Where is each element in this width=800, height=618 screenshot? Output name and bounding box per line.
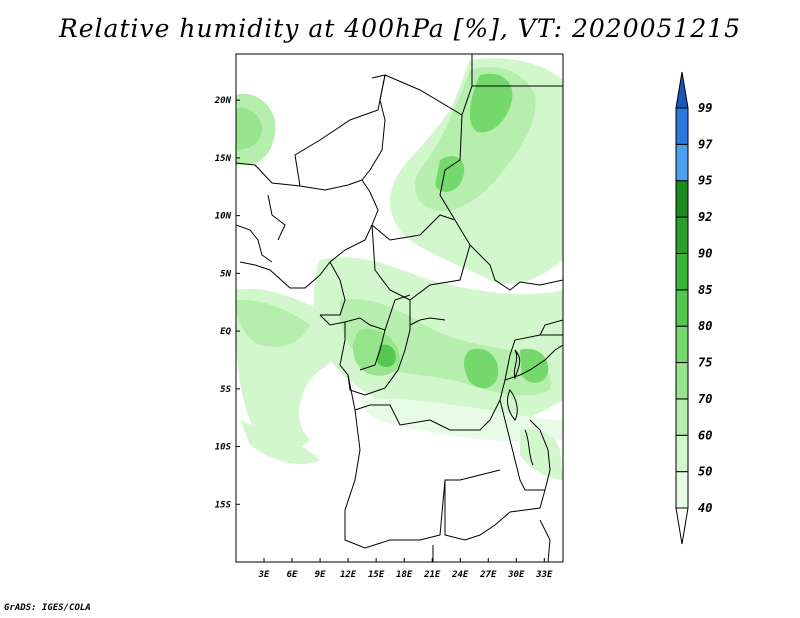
colorbar-high-triangle — [675, 71, 689, 109]
colorbar-label: 80 — [698, 319, 712, 333]
y-tick-label: 5S — [220, 385, 231, 395]
x-tick-label: 12E — [340, 570, 357, 580]
y-tick-label: 10N — [215, 212, 232, 222]
colorbar-segment — [675, 216, 689, 254]
colorbar-label: 50 — [698, 465, 712, 479]
colorbar-label: 85 — [698, 283, 712, 297]
y-tick-label: 20N — [214, 96, 232, 106]
x-tick-label: 30E — [507, 570, 525, 580]
colorbar: 40 50 60 70 75 80 85 90 92 95 97 99 — [675, 71, 713, 545]
colorbar-segment — [675, 180, 689, 218]
x-tick-label: 18E — [396, 570, 413, 580]
x-tick-label: 21E — [423, 570, 441, 580]
x-tick-label: 33E — [535, 570, 553, 580]
colorbar-label: 92 — [698, 210, 712, 224]
x-tick-label: 24E — [451, 570, 469, 580]
colorbar-segment — [675, 143, 689, 182]
x-tick-label: 15E — [368, 570, 385, 580]
humidity-shading — [236, 58, 563, 480]
colorbar-segment — [675, 252, 689, 291]
colorbar-label: 95 — [698, 174, 712, 188]
colorbar-label: 90 — [698, 246, 712, 260]
colorbar-segment — [675, 434, 689, 473]
colorbar-segment — [675, 289, 689, 327]
y-tick-label: 15S — [215, 500, 232, 510]
x-tick-label: 3E — [258, 570, 270, 580]
country-borders — [236, 54, 563, 562]
y-tick-label: 10S — [215, 443, 232, 453]
colorbar-label: 97 — [698, 137, 713, 151]
y-tick-label: 15N — [215, 154, 232, 164]
colorbar-segment — [675, 362, 689, 400]
x-tick-label: 27E — [479, 570, 497, 580]
colorbar-label: 99 — [698, 101, 712, 115]
y-tick-label: 5N — [220, 269, 231, 279]
x-tick-label: 9E — [315, 570, 326, 580]
colorbar-segment — [675, 398, 689, 436]
colorbar-label: 70 — [698, 392, 712, 406]
plot-frame — [235, 53, 564, 563]
colorbar-label: 60 — [698, 428, 712, 442]
colorbar-label: 40 — [698, 501, 712, 515]
map-title: Relative humidity at 400hPa [%], VT: 202… — [58, 14, 742, 43]
colorbar-segment — [675, 325, 689, 364]
y-tick-label: EQ — [220, 327, 231, 337]
axis-ticks — [236, 99, 545, 562]
colorbar-segment — [675, 107, 689, 145]
grads-credit: GrADS: IGES/COLA — [4, 603, 91, 613]
x-axis-labels: 3E 6E 9E 12E 15E 18E 21E 24E 27E 30E 33E — [258, 570, 553, 580]
y-axis-labels: 20N 15N 10N 5N EQ 5S 10S 15S — [214, 96, 232, 510]
colorbar-label: 75 — [698, 356, 712, 370]
x-tick-label: 6E — [287, 570, 298, 580]
colorbar-segment — [675, 471, 689, 509]
colorbar-low-triangle — [675, 507, 689, 545]
